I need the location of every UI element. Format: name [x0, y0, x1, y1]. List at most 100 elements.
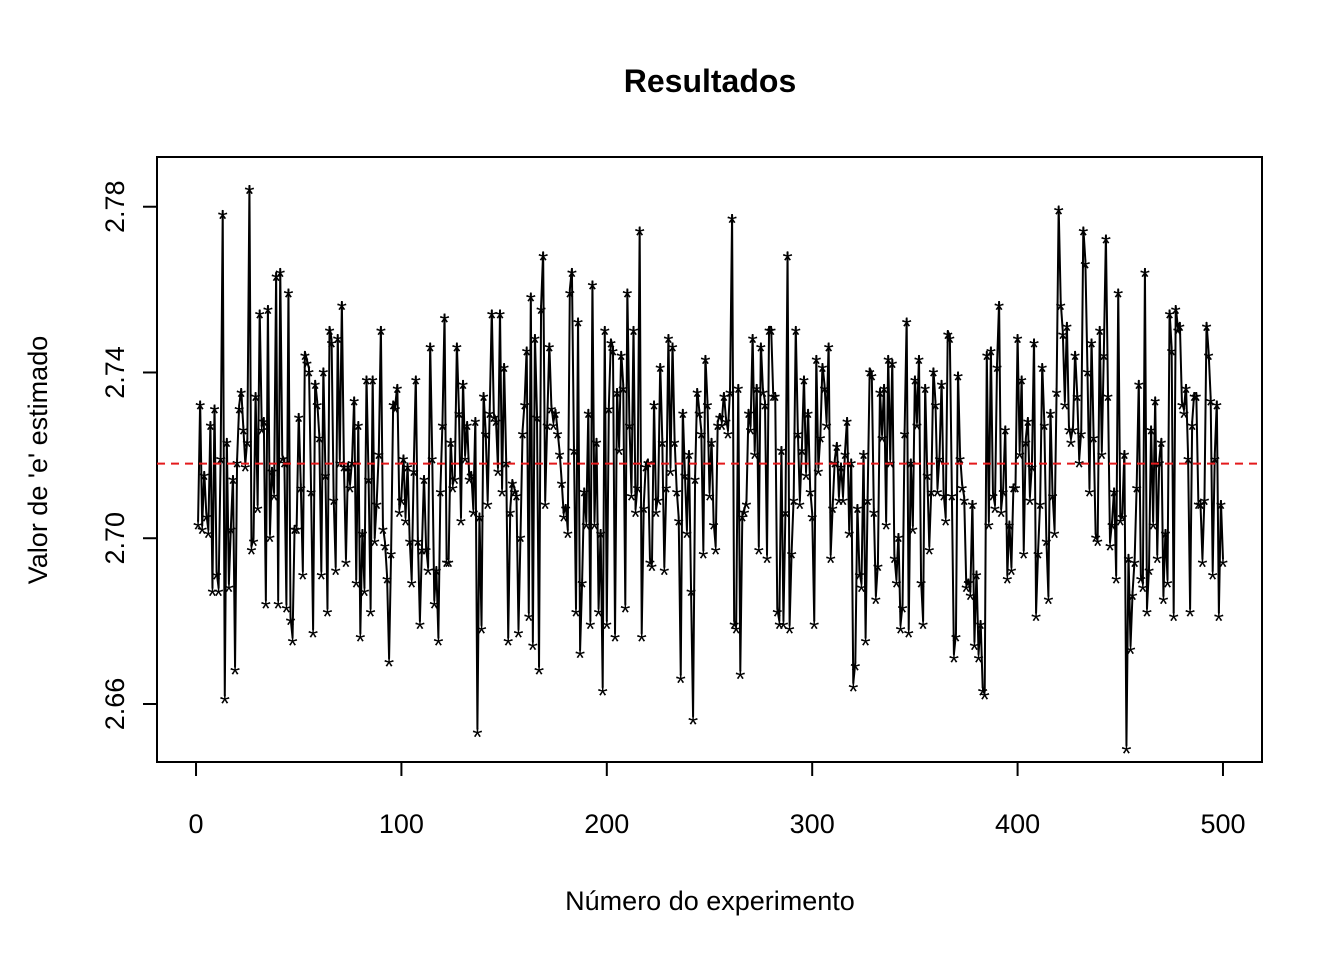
data-point: * — [709, 515, 719, 545]
data-point: * — [635, 220, 645, 250]
data-point: * — [435, 482, 445, 512]
data-point: * — [470, 411, 480, 441]
data-point: * — [1123, 548, 1133, 578]
data-point: * — [559, 506, 569, 536]
data-point: * — [207, 581, 217, 611]
data-point: * — [702, 394, 712, 424]
data-point: * — [442, 552, 452, 582]
data-point: * — [633, 477, 643, 507]
data-point: * — [534, 660, 544, 690]
data-point: * — [791, 320, 801, 350]
data-point: * — [193, 515, 203, 545]
data-point: * — [520, 394, 530, 424]
data-point: * — [242, 432, 252, 462]
data-point: * — [491, 411, 501, 441]
data-point: * — [370, 531, 380, 561]
data-point: * — [518, 423, 528, 453]
data-point: * — [1134, 374, 1144, 404]
data-point: * — [1049, 523, 1059, 553]
data-point: * — [394, 502, 404, 532]
data-point: * — [692, 382, 702, 412]
data-point: * — [626, 486, 636, 516]
data-point: * — [941, 511, 951, 541]
data-point: * — [1167, 341, 1177, 371]
data-point: * — [419, 469, 429, 499]
data-point: * — [1080, 254, 1090, 284]
data-point: * — [417, 540, 427, 570]
data-point: * — [873, 556, 883, 586]
data-point: * — [1035, 494, 1045, 524]
data-point: * — [721, 411, 731, 441]
data-point: * — [610, 627, 620, 657]
data-point: * — [988, 486, 998, 516]
data-point: * — [799, 370, 809, 400]
data-point: * — [585, 614, 595, 644]
data-point: * — [407, 573, 417, 603]
data-point: * — [439, 307, 449, 337]
data-point: * — [199, 465, 209, 495]
data-point: * — [1162, 573, 1172, 603]
data-point: * — [544, 336, 554, 366]
data-point: * — [967, 494, 977, 524]
data-point: * — [651, 502, 661, 532]
data-point: * — [659, 560, 669, 590]
data-point: * — [836, 457, 846, 487]
data-point: * — [396, 490, 406, 520]
data-point: * — [571, 602, 581, 632]
data-point: * — [300, 345, 310, 375]
data-point: * — [612, 382, 622, 412]
y-axis-title: Valor de 'e' estimado — [23, 336, 53, 584]
data-point: * — [1033, 544, 1043, 574]
data-point: * — [725, 382, 735, 412]
data-point: * — [532, 407, 542, 437]
data-point: * — [1169, 606, 1179, 636]
data-point: * — [1047, 486, 1057, 516]
data-point: * — [828, 498, 838, 528]
data-point: * — [526, 287, 536, 317]
data-point: * — [458, 374, 468, 404]
data-point: * — [1060, 394, 1070, 424]
data-point: * — [271, 266, 281, 296]
data-point: * — [733, 378, 743, 408]
data-point: * — [1117, 506, 1127, 536]
data-point: * — [483, 494, 493, 524]
data-point: * — [1103, 386, 1113, 416]
data-point: * — [809, 614, 819, 644]
data-point: * — [1191, 386, 1201, 416]
data-point: * — [421, 540, 431, 570]
data-point: * — [994, 295, 1004, 325]
data-point: * — [1204, 345, 1214, 375]
data-point: * — [232, 453, 242, 483]
data-point: * — [298, 564, 308, 594]
data-point: * — [889, 548, 899, 578]
data-point: * — [197, 519, 207, 549]
data-point: * — [320, 465, 330, 495]
data-point: * — [817, 357, 827, 387]
data-point: * — [310, 374, 320, 404]
data-point: * — [1095, 320, 1105, 350]
data-point: * — [1142, 602, 1152, 632]
data-point: * — [922, 465, 932, 495]
data-point: * — [462, 415, 472, 445]
data-point: * — [934, 448, 944, 478]
data-point: * — [472, 722, 482, 752]
x-tick-label: 500 — [1200, 809, 1245, 839]
data-point: * — [723, 423, 733, 453]
data-point: * — [990, 498, 1000, 528]
data-point: * — [337, 295, 347, 325]
data-point: * — [351, 573, 361, 603]
data-point: * — [1218, 552, 1228, 582]
data-point: * — [1125, 639, 1135, 669]
data-point: * — [294, 407, 304, 437]
data-point: * — [1156, 432, 1166, 462]
data-point: * — [224, 577, 234, 607]
x-tick-label: 200 — [584, 809, 629, 839]
data-point: * — [1058, 324, 1068, 354]
data-point: * — [630, 502, 640, 532]
data-point: * — [684, 444, 694, 474]
data-point: * — [696, 423, 706, 453]
data-point: * — [392, 378, 402, 408]
data-point: * — [661, 477, 671, 507]
data-point: * — [928, 361, 938, 391]
data-point: * — [409, 461, 419, 491]
